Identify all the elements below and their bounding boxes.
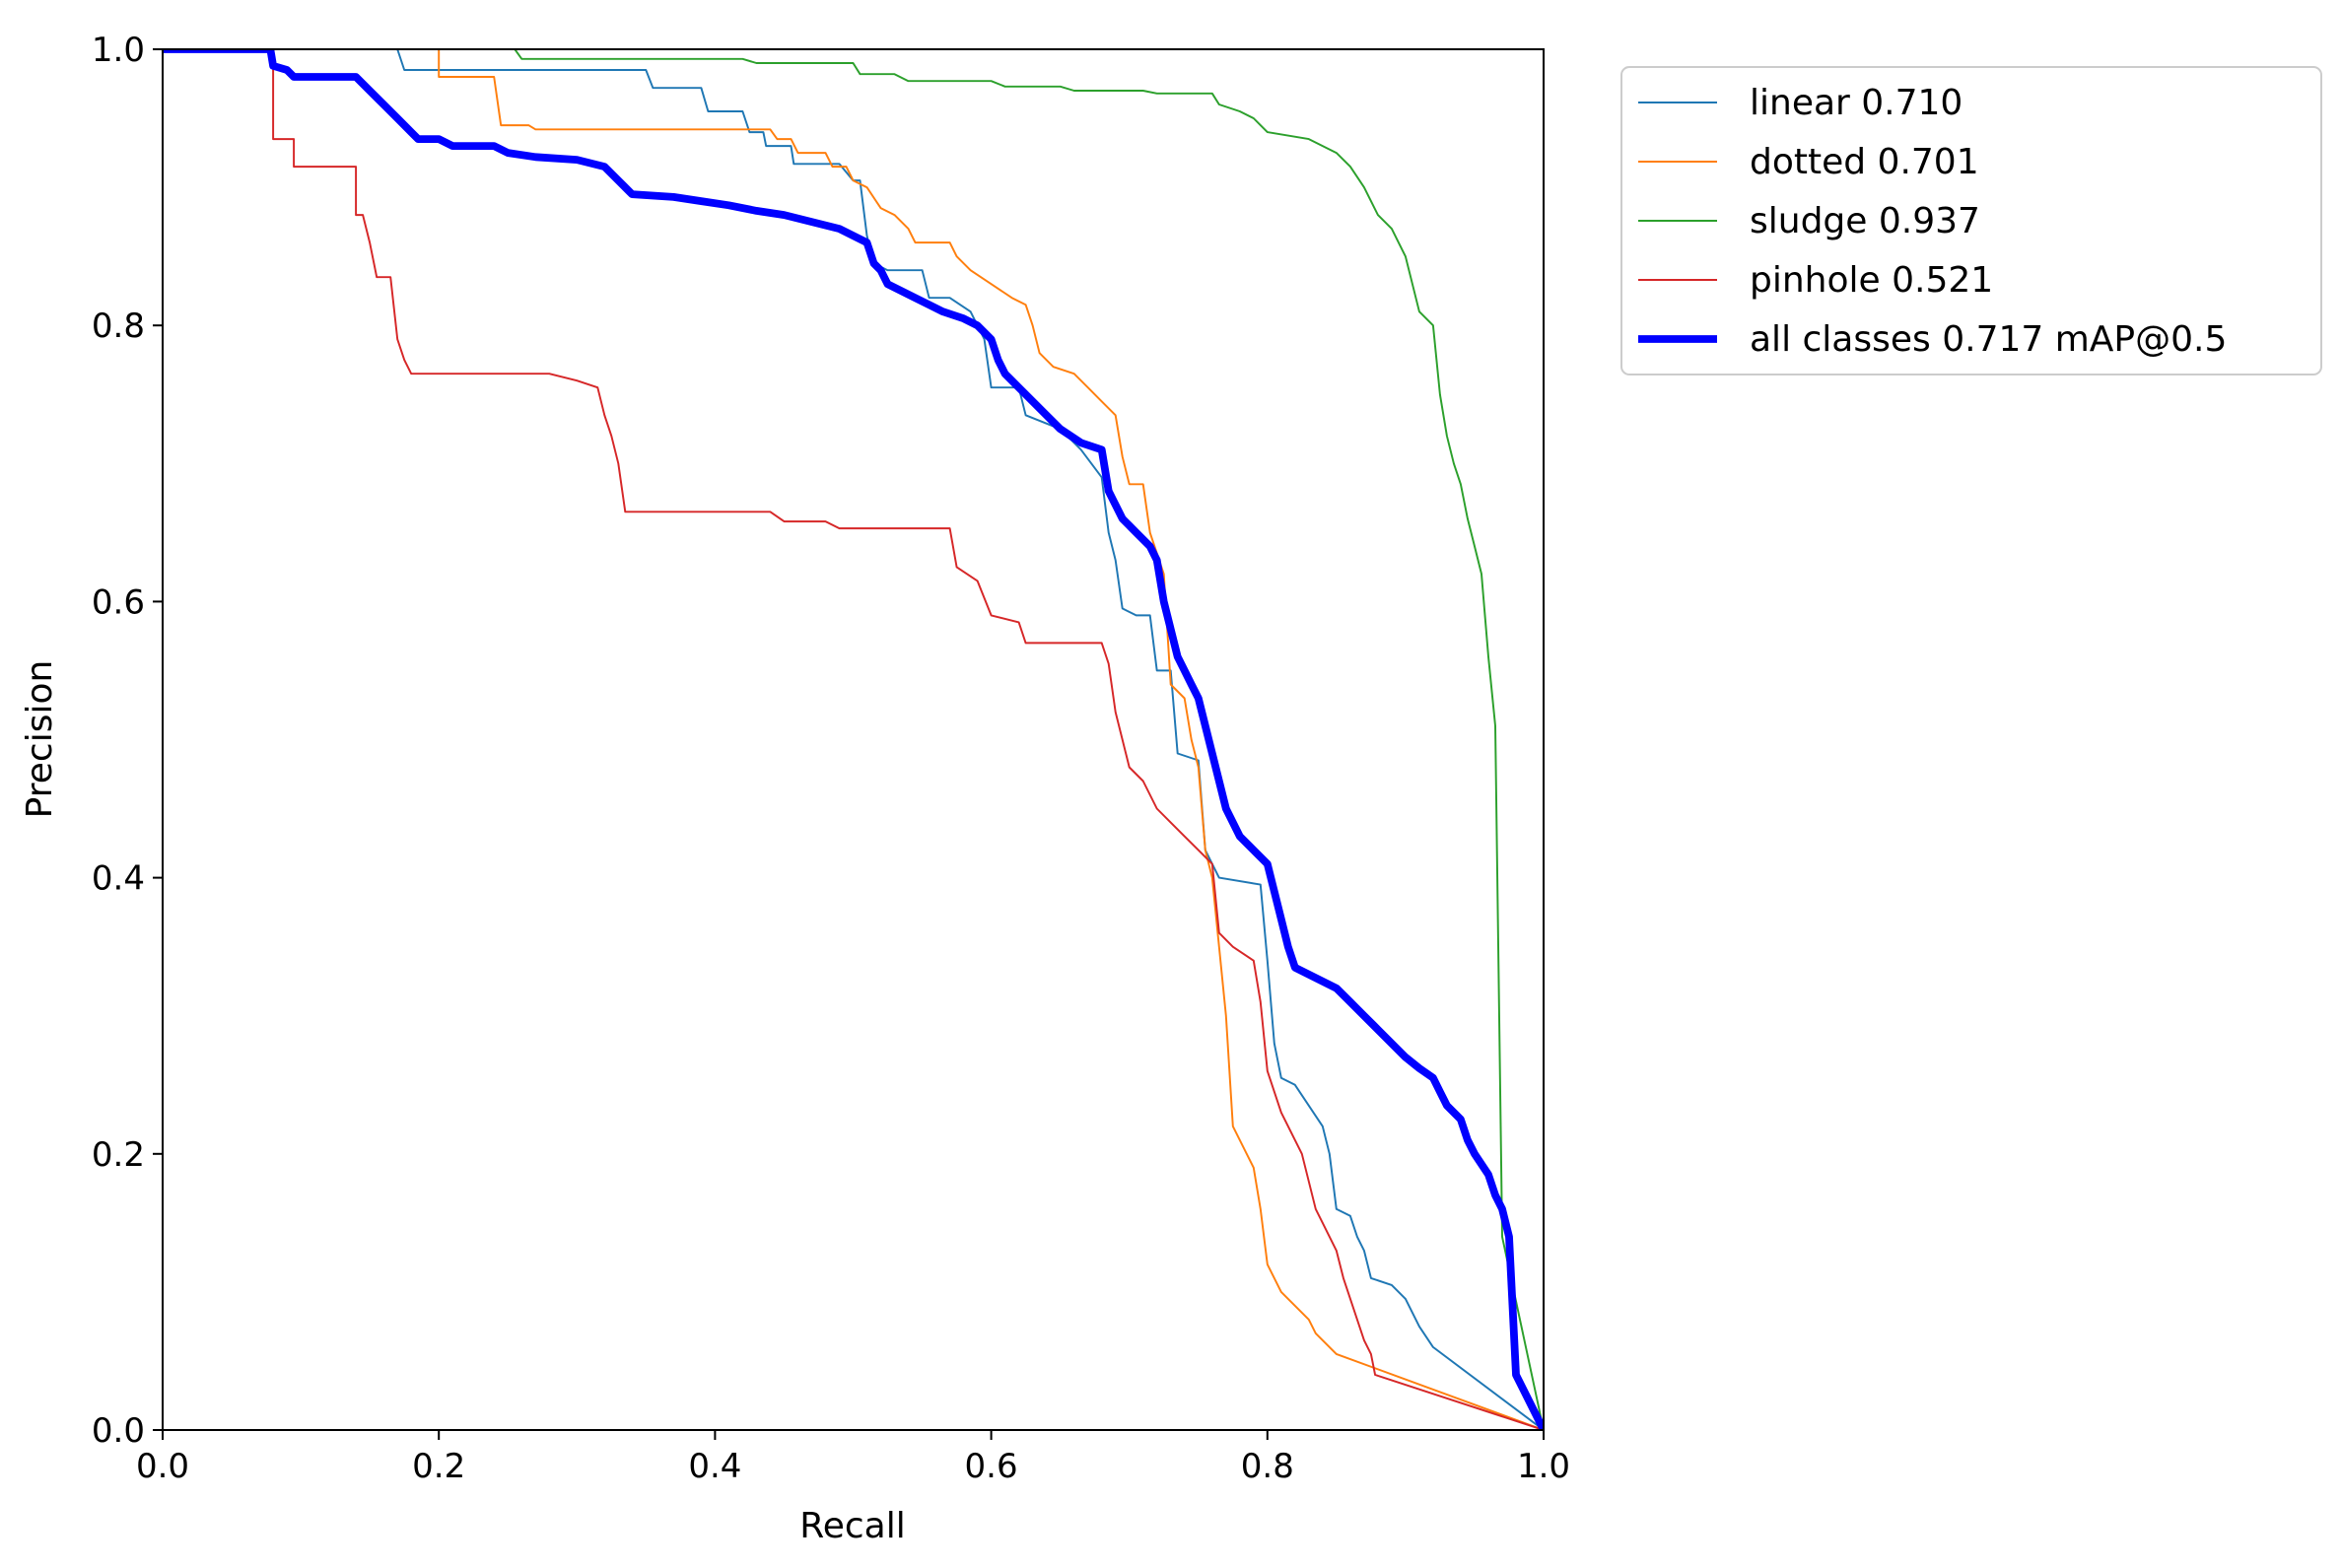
legend-box bbox=[1620, 66, 2322, 375]
legend: linear 0.710 dotted 0.701 sludge 0.937 pinh… bbox=[1620, 66, 2322, 375]
x-tick-label: 1.0 bbox=[1517, 1447, 1570, 1486]
series-line-2 bbox=[163, 49, 1544, 1430]
legend-label-0: linear 0.710 bbox=[1750, 83, 1963, 123]
series-line-3 bbox=[163, 49, 1544, 1430]
y-axis-label: Precision bbox=[20, 660, 60, 819]
series-layer bbox=[163, 49, 1544, 1430]
plot-frame bbox=[162, 48, 1545, 1431]
y-axis-ticks: 0.0 0.2 0.4 0.6 0.8 1.0 bbox=[92, 31, 163, 1451]
legend-label-2: sludge 0.937 bbox=[1750, 201, 1980, 241]
y-tick-label: 0.4 bbox=[92, 859, 145, 899]
series-line-1 bbox=[163, 49, 1544, 1430]
y-tick-label: 0.0 bbox=[92, 1411, 145, 1451]
legend-label-3: pinhole 0.521 bbox=[1750, 260, 1993, 301]
series-line-4 bbox=[163, 49, 1544, 1430]
legend-label-1: dotted 0.701 bbox=[1750, 142, 1979, 182]
y-tick-label: 0.2 bbox=[92, 1135, 145, 1175]
x-tick-label: 0.8 bbox=[1241, 1447, 1294, 1486]
x-tick-label: 0.2 bbox=[412, 1447, 465, 1486]
legend-label-4: all classes 0.717 mAP@0.5 bbox=[1750, 319, 2227, 360]
x-axis-ticks: 0.0 0.2 0.4 0.6 0.8 1.0 bbox=[136, 1430, 1570, 1486]
y-tick-label: 0.8 bbox=[92, 307, 145, 346]
x-tick-label: 0.6 bbox=[965, 1447, 1018, 1486]
x-tick-label: 0.0 bbox=[136, 1447, 189, 1486]
x-axis-label: Recall bbox=[799, 1506, 905, 1546]
series-line-0 bbox=[163, 49, 1544, 1430]
y-tick-label: 0.6 bbox=[92, 582, 145, 622]
y-tick-label: 1.0 bbox=[92, 31, 145, 70]
x-tick-label: 0.4 bbox=[688, 1447, 741, 1486]
